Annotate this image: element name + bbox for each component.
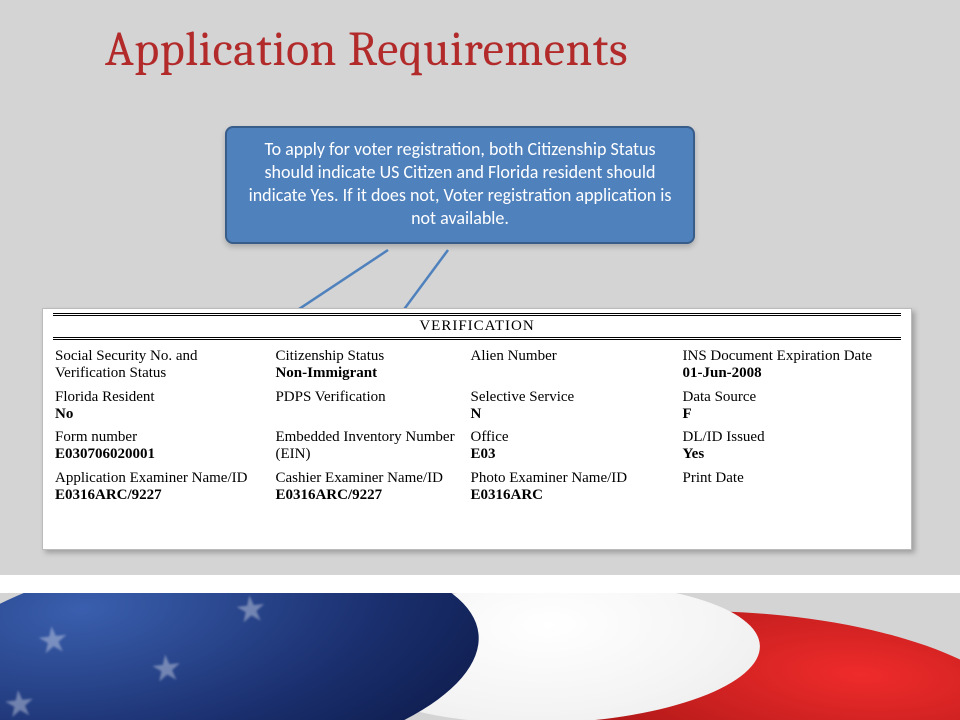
verification-header: VERIFICATION	[53, 313, 901, 340]
field-dl-id-issued: DL/ID Issued Yes	[681, 427, 901, 466]
field-print-date: Print Date	[681, 468, 901, 507]
verification-form: VERIFICATION Social Security No. and Ver…	[42, 308, 912, 550]
field-selective-service: Selective Service N	[469, 387, 681, 426]
field-ein: Embedded Inventory Number (EIN)	[273, 427, 468, 466]
banner-body: ★ ★ ★ ★	[0, 593, 960, 720]
field-data-source: Data Source F	[681, 387, 901, 426]
star-icon: ★	[1, 681, 38, 720]
flag-banner: ★ ★ ★ ★	[0, 575, 960, 720]
flag-blue-field: ★ ★ ★ ★	[0, 593, 490, 720]
field-ssn-verification: Social Security No. and Verification Sta…	[53, 346, 273, 385]
field-alien-number: Alien Number	[469, 346, 681, 385]
star-icon: ★	[35, 617, 72, 664]
field-florida-resident: Florida Resident No	[53, 387, 273, 426]
banner-white-strip	[0, 575, 960, 593]
page-title: Application Requirements	[105, 22, 628, 77]
field-pdps-verification: PDPS Verification	[273, 387, 468, 426]
verification-grid: Social Security No. and Verification Sta…	[53, 340, 901, 506]
field-citizenship-status: Citizenship Status Non-Immigrant	[273, 346, 468, 385]
field-photo-examiner: Photo Examiner Name/ID E0316ARC	[469, 468, 681, 507]
star-icon: ★	[232, 593, 269, 633]
field-ins-expiration: INS Document Expiration Date 01-Jun-2008	[681, 346, 901, 385]
field-form-number: Form number E030706020001	[53, 427, 273, 466]
callout-box: To apply for voter registration, both Ci…	[225, 126, 695, 244]
field-application-examiner: Application Examiner Name/ID E0316ARC/92…	[53, 468, 273, 507]
slide: Application Requirements To apply for vo…	[0, 0, 960, 720]
field-cashier-examiner: Cashier Examiner Name/ID E0316ARC/9227	[273, 468, 468, 507]
star-icon: ★	[148, 645, 185, 692]
field-office: Office E03	[469, 427, 681, 466]
